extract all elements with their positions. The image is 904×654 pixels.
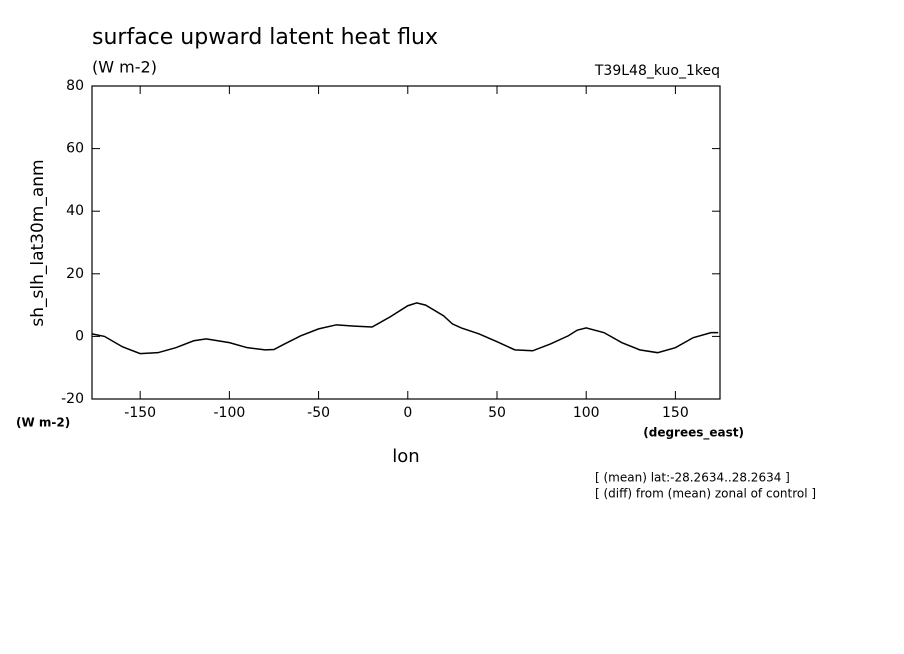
y-tick-label: 80 xyxy=(66,78,84,94)
x-tick-label: -100 xyxy=(213,405,245,421)
y-units: (W m-2) xyxy=(16,416,70,430)
y-tick-label: 0 xyxy=(75,328,84,344)
x-tick-label: 0 xyxy=(403,405,412,421)
y-axis-label: sh_slh_lat30m_anm xyxy=(28,159,48,326)
x-tick-label: -150 xyxy=(124,405,156,421)
note: [ (mean) lat:-28.2634..28.2634 ] xyxy=(595,471,790,485)
units: (W m-2) xyxy=(92,58,157,77)
x-axis-label: lon xyxy=(392,446,419,467)
experiment: T39L48_kuo_1keq xyxy=(594,63,720,79)
y-tick-label: -20 xyxy=(61,391,84,407)
y-tick-label: 60 xyxy=(66,141,84,157)
series-line xyxy=(91,302,719,355)
x-tick-label: 150 xyxy=(662,405,689,421)
chart-title: surface upward latent heat flux xyxy=(92,25,438,50)
note: [ (diff) from (mean) zonal of control ] xyxy=(595,487,816,501)
y-tick-label: 20 xyxy=(66,266,84,282)
x-tick-label: -50 xyxy=(307,405,330,421)
plot-frame xyxy=(91,85,721,400)
x-tick-label: 50 xyxy=(488,405,506,421)
x-units: (degrees_east) xyxy=(643,426,744,441)
x-tick-label: 100 xyxy=(573,405,600,421)
y-tick-label: 40 xyxy=(66,203,84,219)
